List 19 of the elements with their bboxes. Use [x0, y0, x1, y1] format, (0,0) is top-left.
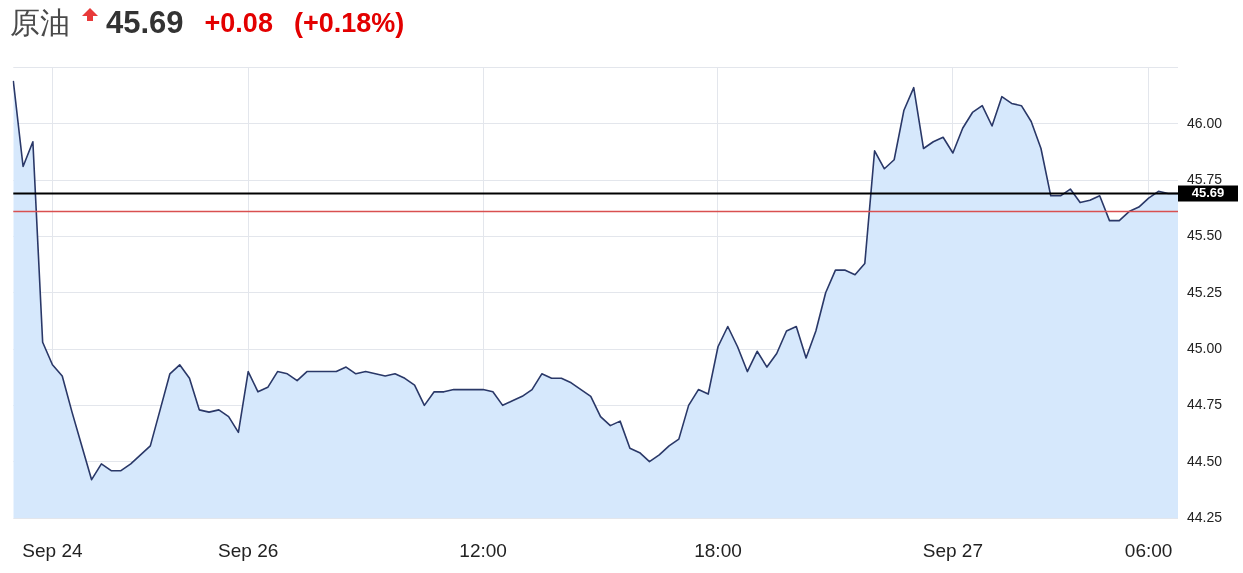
text: +0.08 — [204, 7, 273, 39]
chart-title: 原油 — [10, 4, 70, 41]
y-tick-label: 45.00 — [1187, 339, 1223, 356]
ref-line-label: 45.69 — [1191, 185, 1225, 201]
text: 45.69 — [106, 5, 184, 41]
y-tick-label: 46.00 — [1187, 114, 1223, 131]
y-tick-label: 44.50 — [1187, 452, 1223, 469]
y-tick-label: 44.75 — [1187, 396, 1223, 413]
text: (+0.18%) — [293, 7, 405, 39]
y-tick-label: 45.25 — [1187, 283, 1223, 300]
x-tick-label: 18:00 — [694, 539, 742, 561]
x-tick-label: 12:00 — [459, 539, 507, 561]
y-tick-label: 44.25 — [1187, 508, 1223, 525]
x-tick-label: Sep 24 — [22, 539, 83, 561]
y-tick-label: 45.50 — [1187, 227, 1223, 244]
x-tick-label: 06:00 — [1124, 539, 1173, 561]
y-tick-label: 45.75 — [1187, 170, 1223, 187]
x-tick-label: Sep 27 — [922, 539, 984, 561]
x-tick-label: Sep 26 — [218, 539, 279, 561]
